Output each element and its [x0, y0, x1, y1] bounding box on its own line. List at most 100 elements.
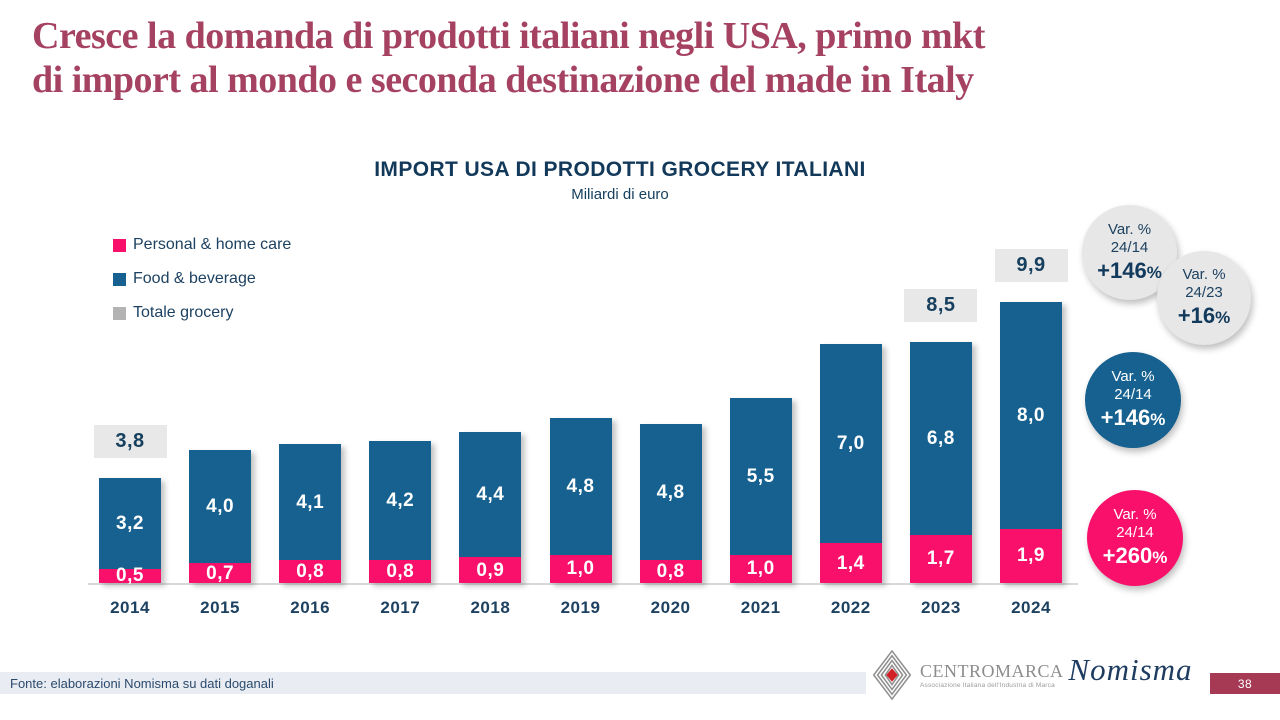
bar-value-label: 0,8 [296, 561, 325, 583]
bar-value-label: 1,9 [1017, 545, 1045, 567]
bar-stack-2017: 4,2 0,8 [369, 441, 432, 583]
source-strip: Fonte: elaborazioni Nomisma su dati doga… [0, 672, 866, 694]
bar-value-label: 1,7 [926, 548, 955, 570]
bubble-value-number: +260 [1102, 543, 1153, 568]
nomisma-logo: Nomisma [1068, 652, 1193, 687]
centromarca-diamond-icon [872, 650, 912, 700]
bar-stack-2016: 4,1 0,8 [279, 443, 342, 583]
year-label: 2018 [470, 598, 511, 617]
bar-segment-personal: 0,7 [189, 563, 252, 583]
bar-segment-food: 4,0 [189, 449, 252, 564]
bar-segment-food: 4,1 [279, 443, 342, 561]
bubble-line: Var. % [1113, 506, 1157, 523]
bubble-value-unit: % [1146, 262, 1162, 282]
legend-label: Food & beverage [133, 270, 256, 287]
year-label: 2021 [740, 598, 781, 617]
bubble-value-unit: % [1215, 308, 1231, 327]
bar-stack-2015: 4,0 0,7 [189, 449, 252, 583]
year-label: 2014 [110, 598, 150, 617]
bar-stack-2024: 8,0 1,9 [1000, 301, 1062, 583]
bar-segment-personal: 0,8 [639, 560, 702, 583]
bar-stack-2014: 3,2 0,5 [99, 477, 161, 587]
bubble-value: +146% [1097, 258, 1162, 285]
legend-swatch-pink-icon [113, 238, 126, 252]
bar-value-label: 1,0 [566, 558, 595, 580]
bar-value-label: 0,9 [476, 559, 505, 581]
bar-segment-food: 7,0 [819, 344, 882, 544]
bar-value-label: 4,2 [386, 490, 415, 512]
bar-value-label: 7,0 [836, 433, 865, 455]
year-label: 2023 [920, 598, 961, 617]
bar-segment-personal: 1,0 [549, 554, 612, 583]
chart-subtitle: Miliardi di euro [571, 186, 669, 203]
source-text: Fonte: elaborazioni Nomisma su dati doga… [10, 675, 274, 691]
bar-value-label: 0,5 [116, 565, 144, 587]
bubble-line: 24/14 [1110, 238, 1149, 256]
page-number: 38 [1237, 676, 1253, 691]
year-label: 2022 [830, 598, 871, 617]
legend-swatch-gray-icon [113, 306, 126, 320]
var-bubble-total-24-23: Var. % 24/23 +16% [1157, 251, 1251, 345]
var-bubble-total-24-14: Var. % 24/14 +146% [1082, 205, 1177, 300]
bar-segment-food: 3,2 [99, 477, 161, 569]
chart-header: IMPORT USA DI PRODOTTI GROCERY ITALIANI … [0, 158, 1240, 203]
bar-value-label: 3,2 [116, 512, 144, 534]
year-label: 2020 [650, 598, 691, 617]
bar-value-label: 1,4 [836, 552, 865, 574]
total-label: 8,5 [904, 288, 978, 322]
bar-segment-food: 5,5 [729, 398, 792, 555]
bar-segment-food: 4,8 [639, 423, 702, 561]
bar-segment-personal: 0,9 [459, 557, 522, 583]
bar-value-label: 4,8 [656, 481, 685, 503]
bar-value-label: 1,0 [746, 558, 775, 580]
chart-legend: Personal & home care Food & beverage Tot… [113, 228, 291, 330]
bar-value-label: 6,8 [926, 427, 955, 449]
bar-stack-2019: 4,8 1,0 [549, 418, 612, 583]
legend-item-personal-home-care: Personal & home care [113, 228, 291, 262]
x-axis-line [88, 583, 1078, 585]
bar-segment-food: 4,4 [459, 432, 522, 558]
bar-segment-food: 6,8 [909, 341, 972, 535]
legend-label: Personal & home care [133, 236, 292, 253]
year-label: 2024 [1011, 598, 1051, 617]
bubble-value-unit: % [1152, 548, 1168, 567]
bar-segment-personal: 0,8 [369, 560, 432, 583]
bar-segment-food: 4,2 [369, 441, 432, 561]
bar-stack-2020: 4,8 0,8 [639, 423, 702, 583]
bubble-value: +260% [1103, 543, 1168, 570]
bar-value-label: 0,8 [656, 561, 685, 583]
legend-label: Totale grocery [133, 304, 234, 321]
centromarca-name: CENTROMARCA [920, 660, 1064, 681]
bar-value-label: 4,4 [476, 484, 505, 506]
bubble-line: 24/23 [1185, 284, 1223, 301]
bar-segment-personal: 1,9 [1000, 529, 1062, 583]
legend-swatch-blue-icon [113, 272, 126, 286]
year-label: 2015 [200, 598, 240, 617]
bar-value-label: 4,1 [296, 491, 325, 513]
bubble-value-unit: % [1150, 410, 1166, 429]
legend-item-totale-grocery: Totale grocery [113, 296, 291, 330]
centromarca-text: CENTROMARCA Associazione Italiana dell'I… [920, 662, 1064, 689]
bar-segment-personal: 0,5 [99, 565, 161, 587]
bar-segment-food: 4,8 [549, 418, 612, 555]
bar-value-label: 4,8 [566, 475, 595, 497]
bubble-line: 24/14 [1114, 386, 1152, 403]
bubble-value: +146% [1101, 405, 1166, 432]
bubble-line: 24/14 [1116, 524, 1154, 541]
bubble-value-number: +16 [1177, 303, 1216, 328]
bar-segment-food: 8,0 [1000, 301, 1062, 530]
bar-value-label: 8,0 [1017, 404, 1045, 426]
bar-value-label: 4,0 [206, 495, 235, 517]
total-label: 9,9 [994, 248, 1068, 282]
page-number-box: 38 [1210, 673, 1280, 694]
bar-segment-personal: 0,8 [279, 560, 342, 583]
bar-stack-2022: 7,0 1,4 [819, 344, 882, 583]
year-label: 2016 [290, 598, 331, 617]
bubble-line: Var. % [1182, 266, 1226, 283]
year-label: 2019 [560, 598, 601, 617]
legend-item-food-beverage: Food & beverage [113, 262, 291, 296]
bar-value-label: 5,5 [746, 465, 775, 487]
bar-segment-personal: 1,0 [729, 554, 792, 583]
slide-title-line2: di import al mondo e seconda destinazion… [32, 59, 974, 101]
